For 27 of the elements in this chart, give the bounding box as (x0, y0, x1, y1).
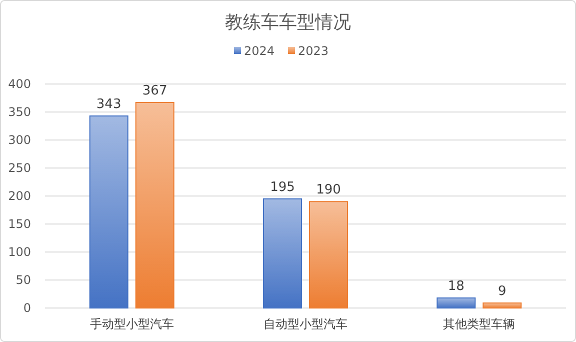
y-tick-label: 200 (8, 189, 31, 203)
bar (309, 201, 348, 308)
y-tick-label: 400 (8, 77, 31, 91)
data-label: 190 (316, 182, 341, 198)
y-tick-label: 350 (8, 105, 31, 119)
y-tick-label: 50 (16, 273, 31, 287)
y-tick-label: 300 (8, 133, 31, 147)
data-label: 195 (270, 180, 295, 195)
data-label: 367 (142, 83, 168, 98)
data-label: 9 (498, 284, 506, 299)
x-tick-label: 自动型小型汽车 (264, 317, 348, 331)
bar (482, 302, 522, 308)
y-tick-label: 250 (8, 161, 31, 175)
y-tick-label: 0 (23, 301, 31, 315)
data-label: 18 (448, 278, 464, 294)
bar (436, 297, 476, 308)
y-tick-label: 100 (8, 245, 31, 259)
y-tick-label: 150 (8, 217, 31, 231)
x-tick-label: 其他类型车辆 (443, 317, 516, 331)
bar (263, 198, 302, 308)
data-label: 343 (96, 96, 122, 112)
legend-label: 2023 (298, 44, 329, 58)
bar (135, 102, 174, 308)
legend-label: 2024 (244, 44, 275, 58)
bar (89, 115, 128, 308)
x-tick-label: 手动型小型汽车 (90, 317, 174, 331)
chart-title: 教练车车型情况 (225, 12, 351, 33)
